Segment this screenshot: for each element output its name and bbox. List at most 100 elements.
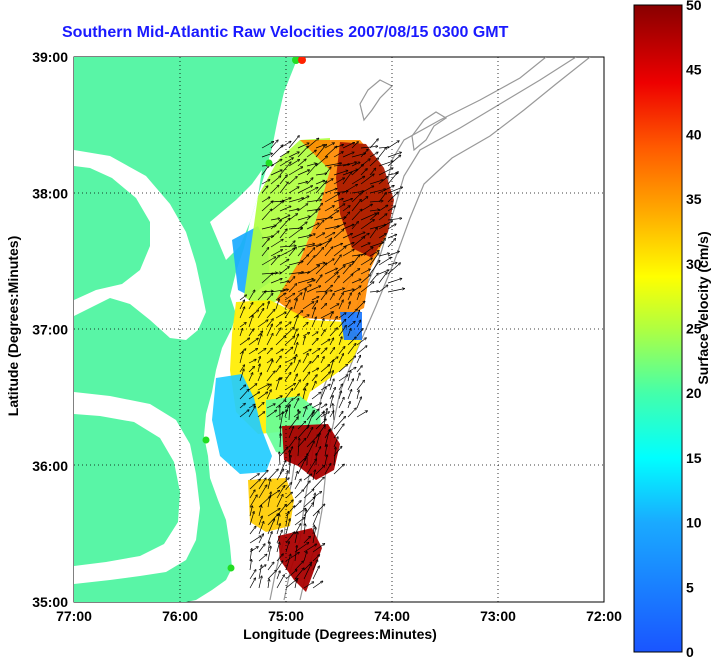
velocity-vector	[261, 273, 277, 274]
velocity-vector	[257, 384, 269, 391]
velocity-vector	[347, 371, 351, 382]
velocity-vector	[293, 355, 297, 364]
velocity-vector	[266, 410, 276, 418]
velocity-vector	[279, 158, 293, 167]
velocity-vector	[257, 309, 264, 319]
velocity-vector	[333, 230, 344, 239]
velocity-vector	[279, 267, 289, 275]
velocity-vector	[315, 145, 326, 158]
velocity-vector	[257, 334, 262, 346]
velocity-vector	[248, 303, 253, 310]
velocity-vector	[257, 357, 260, 364]
velocity-vector	[311, 356, 318, 364]
velocity-vector	[356, 320, 361, 328]
velocity-vector	[378, 257, 391, 266]
velocity-vector	[258, 522, 264, 535]
velocity-vector	[239, 404, 245, 409]
velocity-vector	[293, 299, 297, 310]
velocity-vector	[311, 332, 318, 337]
velocity-vector	[297, 255, 308, 266]
velocity-vector	[294, 532, 298, 544]
velocity-vector	[285, 471, 288, 481]
velocity-vector	[270, 256, 279, 266]
velocity-vector	[275, 349, 283, 355]
velocity-vector	[315, 181, 327, 194]
velocity-vector	[306, 428, 313, 439]
velocity-vector	[249, 526, 256, 535]
y-tick-label: 35:00	[32, 594, 68, 610]
velocity-vector	[347, 402, 350, 409]
velocity-vector	[360, 220, 374, 230]
velocity-vector	[324, 146, 337, 158]
y-tick-label: 36:00	[32, 458, 68, 474]
velocity-vector	[360, 186, 374, 194]
velocity-vector	[303, 582, 314, 589]
velocity-vector	[320, 365, 329, 373]
velocity-vector	[258, 470, 268, 481]
colorbar-tick-label: 35	[686, 191, 702, 207]
velocity-vector	[351, 193, 361, 203]
velocity-vector	[387, 289, 404, 293]
velocity-vector	[369, 168, 376, 176]
velocity-vector	[387, 206, 395, 212]
velocity-vector	[266, 310, 275, 319]
velocity-vector	[276, 554, 283, 562]
x-tick-label: 73:00	[480, 608, 516, 624]
velocity-vector	[297, 279, 313, 284]
velocity-vector	[338, 398, 344, 409]
velocity-vector	[248, 338, 258, 346]
velocity-vector	[387, 251, 399, 257]
velocity-vector	[311, 381, 316, 391]
y-axis-ticks: 39:00 38:00 37:00 36:00 35:00	[32, 49, 68, 610]
velocity-vector	[270, 220, 281, 230]
velocity-vector	[261, 201, 273, 212]
velocity-vector	[276, 561, 283, 571]
velocity-vector	[311, 317, 316, 328]
velocity-vector	[387, 155, 401, 167]
velocity-vector	[261, 239, 269, 248]
velocity-vector	[378, 270, 389, 275]
velocity-vector	[324, 226, 339, 230]
velocity-vector	[267, 509, 280, 517]
velocity-vector	[302, 362, 311, 373]
velocity-vector	[338, 375, 348, 382]
velocity-vector	[302, 289, 306, 301]
velocity-vector	[324, 211, 338, 221]
velocity-vector	[303, 552, 307, 562]
velocity-vector	[320, 292, 327, 301]
velocity-vector	[297, 196, 309, 203]
velocity-vector	[356, 411, 367, 418]
velocity-vector	[297, 439, 306, 448]
velocity-vector	[356, 366, 362, 373]
velocity-vector	[378, 177, 388, 185]
velocity-vector	[275, 336, 285, 346]
velocity-vector	[284, 384, 295, 391]
velocity-vector	[320, 404, 327, 409]
velocity-vector	[351, 222, 358, 230]
velocity-vector	[248, 406, 255, 418]
velocity-vector	[297, 272, 310, 275]
velocity-vector	[369, 210, 379, 211]
velocity-vector	[266, 324, 272, 337]
velocity-vector	[342, 212, 350, 221]
x-tick-label: 75:00	[268, 608, 304, 624]
velocity-vector	[261, 186, 268, 194]
velocity-vector	[311, 392, 321, 400]
velocity-vector	[333, 424, 344, 439]
velocity-vector	[266, 334, 273, 346]
velocity-vector	[249, 506, 252, 517]
velocity-vector	[356, 373, 360, 382]
velocity-vector	[360, 197, 368, 203]
velocity-vector	[284, 328, 294, 337]
velocity-vector	[333, 404, 334, 421]
velocity-vector	[315, 145, 325, 149]
x-axis-label: Longitude (Degrees:Minutes)	[243, 626, 437, 642]
velocity-vector	[293, 374, 297, 382]
velocity-vector	[266, 371, 275, 382]
velocity-vector	[378, 214, 387, 221]
velocity-vector	[302, 354, 308, 364]
velocity-vector	[249, 490, 255, 499]
velocity-vector	[378, 285, 388, 293]
velocity-vector	[261, 180, 270, 185]
velocity-vector	[329, 312, 333, 319]
